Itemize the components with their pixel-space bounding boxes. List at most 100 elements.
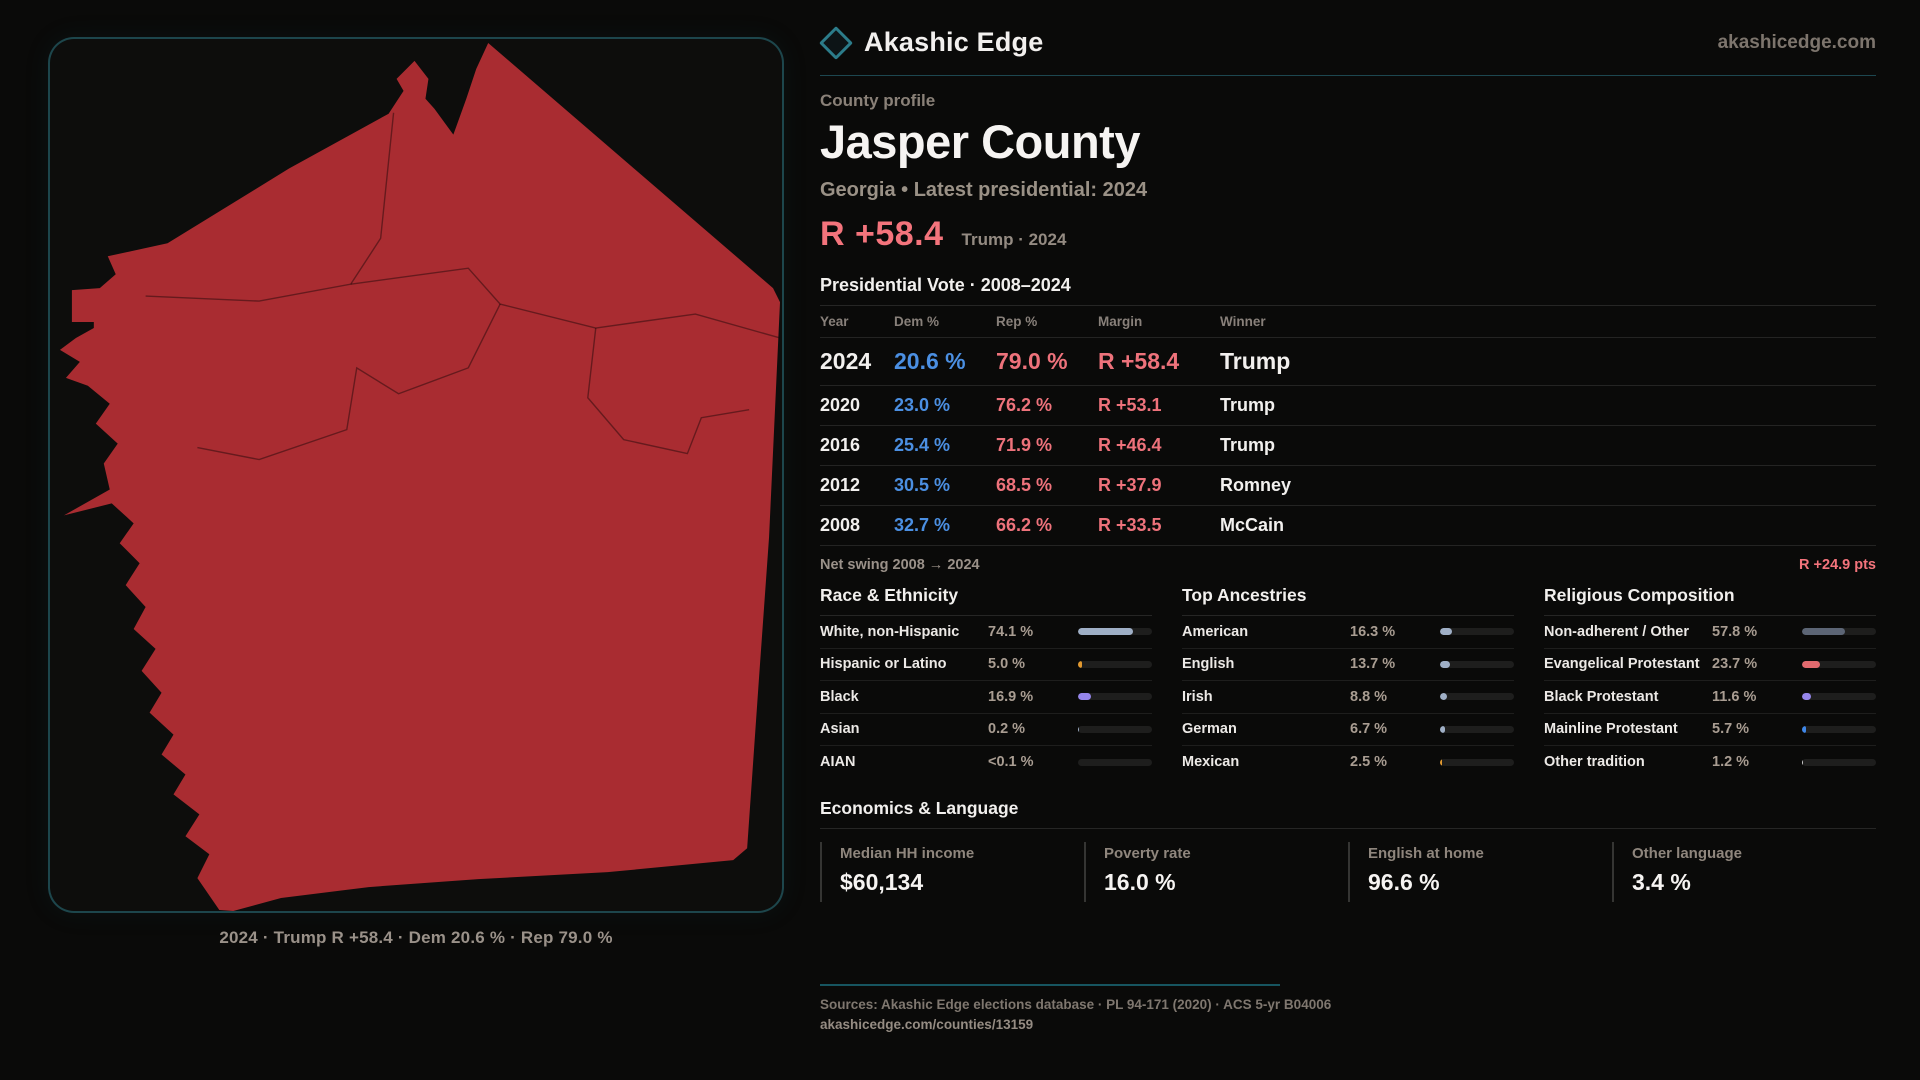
stat-bar-fill xyxy=(1440,693,1447,701)
stat-value: 2.5 % xyxy=(1350,754,1388,771)
table-row: 2008 32.7 % 66.2 % R +33.5 McCain xyxy=(820,506,1876,546)
permalink[interactable]: akashicedge.com/counties/13159 xyxy=(820,1016,1034,1032)
year-cell: 2024 xyxy=(820,348,872,374)
stat-value: <0.1 % xyxy=(988,754,1034,771)
map-caption: 2024 · Trump R +58.4 · Dem 20.6 % · Rep … xyxy=(219,928,613,947)
margin-cell: R +37.9 xyxy=(1098,475,1162,495)
stat-bar xyxy=(1440,660,1514,668)
stat-bar xyxy=(1440,693,1514,701)
economics-stats: Median HH income $60,134 Poverty rate 16… xyxy=(820,841,1876,902)
stat-value: 8.8 % xyxy=(1350,688,1388,705)
stat-label: English xyxy=(1182,656,1235,673)
rep-cell: 71.9 % xyxy=(996,435,1053,455)
col-winner: Winner xyxy=(1220,314,1266,329)
year-cell: 2020 xyxy=(820,395,861,415)
list-item: American 16.3 % xyxy=(1182,616,1514,649)
list-item: Evangelical Protestant 23.7 % xyxy=(1544,649,1876,681)
list-item: Black Protestant 11.6 % xyxy=(1544,681,1876,714)
ancestries-section: Top Ancestries American 16.3 % English 1… xyxy=(1182,585,1514,779)
rep-cell: 66.2 % xyxy=(996,515,1053,535)
dem-cell: 25.4 % xyxy=(894,435,951,455)
winner-cell: Romney xyxy=(1220,475,1292,495)
list-item: Mainline Protestant 5.7 % xyxy=(1544,714,1876,746)
stat-bar-fill xyxy=(1440,660,1451,668)
headline-margin-value: R +58.4 xyxy=(820,215,944,253)
list-item: White, non-Hispanic 74.1 % xyxy=(820,616,1152,649)
stat-bar-fill xyxy=(1078,693,1091,701)
net-swing-value: R +24.9 pts xyxy=(1799,557,1876,573)
brand-domain-link[interactable]: akashicedge.com xyxy=(1717,31,1876,53)
stat-bar xyxy=(1440,758,1514,766)
stat-box-value: 3.4 % xyxy=(1632,868,1691,895)
stat-label: Hispanic or Latino xyxy=(820,656,947,673)
page-subtitle: Georgia • Latest presidential: 2024 xyxy=(820,179,1148,201)
list-item: German 6.7 % xyxy=(1182,714,1514,746)
stat-label: Mexican xyxy=(1182,754,1240,771)
religion-section: Religious Composition Non-adherent / Oth… xyxy=(1544,585,1876,779)
list-item: English 13.7 % xyxy=(1182,649,1514,681)
stat-value: 0.2 % xyxy=(988,721,1026,738)
stat-label: Mainline Protestant xyxy=(1544,721,1678,738)
col-year: Year xyxy=(820,314,849,329)
vote-table-header: Year Dem % Rep % Margin Winner xyxy=(820,306,1876,338)
stat-box: Other language 3.4 % xyxy=(1612,841,1876,902)
margin-cell: R +33.5 xyxy=(1098,515,1162,535)
stat-bar-fill xyxy=(1802,725,1807,733)
stat-bar-fill xyxy=(1802,758,1803,766)
stat-bar xyxy=(1440,628,1514,636)
rep-cell: 79.0 % xyxy=(996,348,1068,374)
stat-bar xyxy=(1078,758,1152,766)
margin-cell: R +53.1 xyxy=(1098,395,1162,415)
stat-bar xyxy=(1078,628,1152,636)
stat-bar xyxy=(1802,660,1876,668)
brand-name: Akashic Edge xyxy=(864,27,1044,57)
section-title: Top Ancestries xyxy=(1182,585,1514,616)
list-item: Irish 8.8 % xyxy=(1182,681,1514,714)
stat-box-label: Other language xyxy=(1632,844,1743,862)
dem-cell: 20.6 % xyxy=(894,348,966,374)
stat-bar-fill xyxy=(1802,628,1845,636)
section-title: Race & Ethnicity xyxy=(820,585,1152,616)
stat-label: Black xyxy=(820,688,859,705)
stat-label: Other tradition xyxy=(1544,754,1645,771)
table-row: 2020 23.0 % 76.2 % R +53.1 Trump xyxy=(820,386,1876,426)
stat-label: White, non-Hispanic xyxy=(820,623,960,640)
stat-label: AIAN xyxy=(820,754,856,771)
stat-bar xyxy=(1078,660,1152,668)
section-title: Religious Composition xyxy=(1544,585,1876,616)
stat-box-label: Median HH income xyxy=(840,844,975,862)
winner-cell: Trump xyxy=(1220,435,1276,455)
headline-margin-context: Trump · 2024 xyxy=(961,230,1067,249)
stat-bar-fill xyxy=(1078,628,1133,636)
list-item: Non-adherent / Other 57.8 % xyxy=(1544,616,1876,649)
headline-margin: R +58.4 Trump · 2024 xyxy=(820,215,1876,254)
margin-cell: R +46.4 xyxy=(1098,435,1162,455)
year-cell: 2008 xyxy=(820,515,861,535)
stat-value: 1.2 % xyxy=(1712,754,1750,771)
col-margin: Margin xyxy=(1098,314,1143,329)
col-dem: Dem % xyxy=(894,314,940,329)
stat-label: Asian xyxy=(820,721,860,738)
sources-text: Sources: Akashic Edge elections database… xyxy=(820,996,1332,1012)
page-title: Jasper County xyxy=(820,115,1140,168)
stat-box-label: English at home xyxy=(1368,844,1484,862)
stat-box: English at home 96.6 % xyxy=(1348,841,1612,902)
economics-title: Economics & Language xyxy=(820,798,1876,829)
stat-bar-fill xyxy=(1078,660,1082,668)
stat-bar-fill xyxy=(1802,693,1811,701)
stat-label: Irish xyxy=(1182,688,1213,705)
stat-bar-fill xyxy=(1802,660,1820,668)
stat-box: Poverty rate 16.0 % xyxy=(1084,841,1348,902)
stat-box: Median HH income $60,134 xyxy=(820,841,1084,902)
diamond-logo-icon xyxy=(819,25,853,60)
stat-bar xyxy=(1078,725,1152,733)
table-row: 2016 25.4 % 71.9 % R +46.4 Trump xyxy=(820,426,1876,466)
list-item: Asian 0.2 % xyxy=(820,714,1152,746)
winner-cell: Trump xyxy=(1220,348,1291,374)
stat-label: American xyxy=(1182,623,1249,640)
page-footer: Sources: Akashic Edge elections database… xyxy=(820,983,1876,1032)
list-item: AIAN <0.1 % xyxy=(820,746,1152,779)
demographic-columns: Race & Ethnicity White, non-Hispanic 74.… xyxy=(820,585,1876,779)
list-item: Hispanic or Latino 5.0 % xyxy=(820,649,1152,681)
dem-cell: 23.0 % xyxy=(894,395,951,415)
